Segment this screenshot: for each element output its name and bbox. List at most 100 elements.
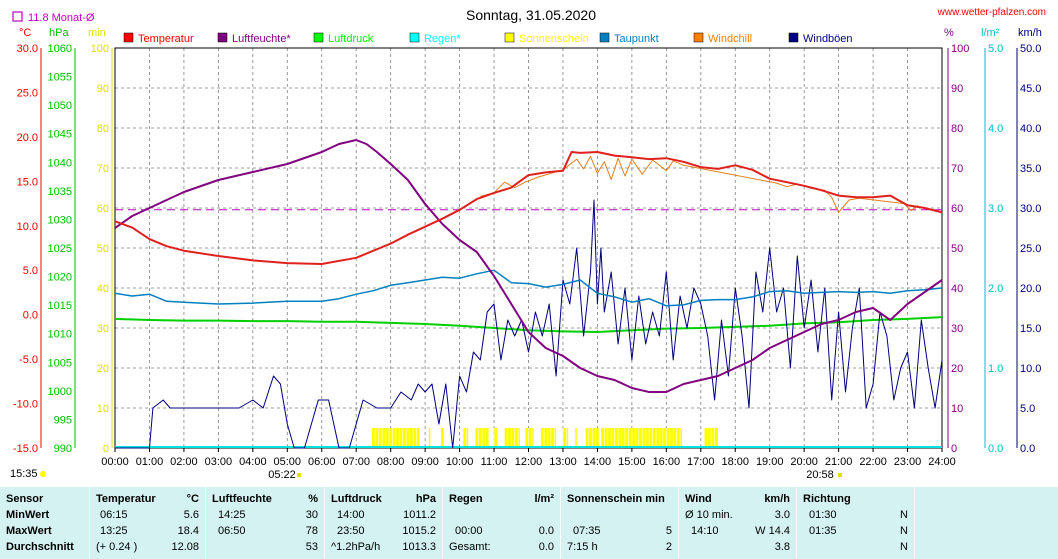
stats-cell: W 14.4	[755, 525, 790, 537]
legend-label: Taupunkt	[614, 33, 659, 45]
unit-wind: km/h	[1018, 27, 1042, 39]
y-tick-label-humidity: 50	[951, 243, 963, 255]
y-tick-label-sun: 100	[91, 43, 109, 55]
stats-header-sensor: Sensor	[6, 493, 44, 505]
y-tick-label-temp: -5.0	[19, 354, 38, 366]
stats-row-label: MaxWert	[6, 525, 52, 537]
y-tick-label-rain: 2.0	[988, 283, 1003, 295]
sunset-label: 20:58	[806, 469, 834, 481]
y-tick-label-wind: 5.0	[1020, 403, 1035, 415]
y-tick-label-pressure: 1040	[48, 157, 72, 169]
sunset-marker-icon	[838, 473, 842, 477]
y-tick-label-humidity: 80	[951, 123, 963, 135]
y-tick-label-sun: 40	[97, 283, 109, 295]
x-tick-label: 20:00	[790, 456, 818, 468]
stats-cell: 53	[305, 541, 318, 553]
y-tick-label-humidity: 90	[951, 83, 963, 95]
stats-cell: 5.6	[183, 509, 199, 521]
sunshine-bar	[575, 428, 577, 448]
stats-cell: 18.4	[177, 525, 199, 537]
stats-col-temperature: Temperatur °C 06:15 5.6 13:25 18.4 (+ 0.…	[89, 487, 205, 559]
stats-cell: 06:15	[100, 509, 128, 521]
stats-cell: 0.0	[538, 541, 554, 553]
legend-swatch	[504, 32, 515, 43]
stats-col-sun: Sonnenschein min 07:35 5 7:15 h 2	[560, 487, 678, 559]
y-tick-label-wind: 40.0	[1020, 123, 1041, 135]
y-tick-label-humidity: 0	[951, 443, 957, 455]
sunshine-bar	[540, 428, 557, 448]
legend-swatch	[788, 32, 799, 43]
series-line-taupunkt	[114, 269, 943, 307]
legend-swatch	[409, 32, 420, 43]
x-tick-label: 09:00	[411, 456, 439, 468]
y-tick-label-sun: 60	[97, 203, 109, 215]
y-tick-label-pressure: 1060	[48, 43, 72, 55]
y-tick-label-humidity: 40	[951, 283, 963, 295]
unit-sun: min	[88, 27, 106, 39]
y-tick-label-humidity: 70	[951, 163, 963, 175]
stats-unit-wind: km/h	[764, 493, 790, 505]
y-tick-label-temp: 30.0	[17, 43, 38, 55]
y-tick-label-temp: 0.0	[23, 310, 38, 322]
stats-unit-pressure: hPa	[415, 493, 436, 505]
stats-cell: 3.8	[774, 541, 790, 553]
series-line-luftfeuchte	[114, 139, 943, 393]
y-tick-label-pressure: 995	[54, 414, 72, 426]
x-tick-label: 12:00	[515, 456, 543, 468]
legend-swatch	[313, 32, 324, 43]
stats-cell: 0.0	[538, 525, 554, 537]
stats-cell: 14:10	[691, 525, 719, 537]
x-tick-label: 14:00	[584, 456, 612, 468]
y-tick-label-pressure: 1050	[48, 100, 72, 112]
x-tick-label: 10:00	[446, 456, 474, 468]
y-tick-label-temp: 5.0	[23, 265, 38, 277]
series-line-temperatur	[114, 151, 943, 265]
series-line-windchill	[480, 155, 919, 213]
unit-temp: °C	[19, 27, 31, 39]
weather-chart: 00:00 01:00 02:00 03:00 04:00 05:00 06:00 07:00…	[10, 7, 1046, 481]
y-tick-label-wind: 30.0	[1020, 203, 1041, 215]
stats-col-humidity: Luftfeuchte % 14:25 30 06:50 78 53	[205, 487, 324, 559]
x-tick-label: 06:00	[308, 456, 336, 468]
y-tick-label-pressure: 1055	[48, 72, 72, 84]
x-tick-label: 07:00	[342, 456, 370, 468]
stats-cell: 78	[305, 525, 318, 537]
x-tick-label: 18:00	[721, 456, 749, 468]
y-tick-label-pressure: 1000	[48, 386, 72, 398]
y-tick-label-wind: 20.0	[1020, 283, 1041, 295]
x-tick-label: 16:00	[653, 456, 681, 468]
y-tick-label-pressure: 1025	[48, 243, 72, 255]
series-line-windben	[115, 199, 943, 449]
stats-cell: N	[900, 541, 908, 553]
stats-header-temperature: Temperatur	[96, 493, 156, 505]
stats-cell: 2	[665, 541, 672, 553]
series-lines	[114, 139, 943, 449]
x-tick-label: 01:00	[136, 456, 164, 468]
stats-table: Sensor MinWert MaxWert Durchschnitt Temp…	[0, 487, 1058, 559]
stats-cell: 5	[665, 525, 672, 537]
sunshine-bar	[504, 428, 520, 448]
y-tick-label-temp: -15.0	[13, 443, 38, 455]
website-link[interactable]: www.wetter-pfalzen.com	[937, 7, 1046, 18]
y-tick-label-pressure: 1005	[48, 357, 72, 369]
monthly-avg-icon	[12, 11, 23, 22]
x-tick-label: 03:00	[205, 456, 233, 468]
y-tick-label-sun: 10	[97, 403, 109, 415]
sunshine-bar	[494, 428, 498, 448]
stats-header-wind: Wind	[685, 493, 712, 505]
stats-col-direction: Richtung 01:30 N 01:35 N N	[796, 487, 914, 559]
y-tick-label-sun: 30	[97, 323, 109, 335]
x-tick-label: 21:00	[825, 456, 853, 468]
legend-label: Luftfeuchte*	[232, 33, 291, 45]
y-tick-label-sun: 70	[97, 163, 109, 175]
stats-cell: Ø 10 min.	[685, 509, 733, 521]
y-tick-label-humidity: 60	[951, 203, 963, 215]
stats-cell: 1015.2	[402, 525, 436, 537]
x-tick-label: 24:00	[928, 456, 956, 468]
stats-cell: 1011.2	[403, 509, 436, 521]
y-tick-label-pressure: 1030	[48, 214, 72, 226]
y-tick-label-sun: 90	[97, 83, 109, 95]
sunshine-bar	[463, 428, 469, 448]
stats-unit-rain: l/m²	[534, 493, 554, 505]
x-tick-label: 19:00	[756, 456, 784, 468]
